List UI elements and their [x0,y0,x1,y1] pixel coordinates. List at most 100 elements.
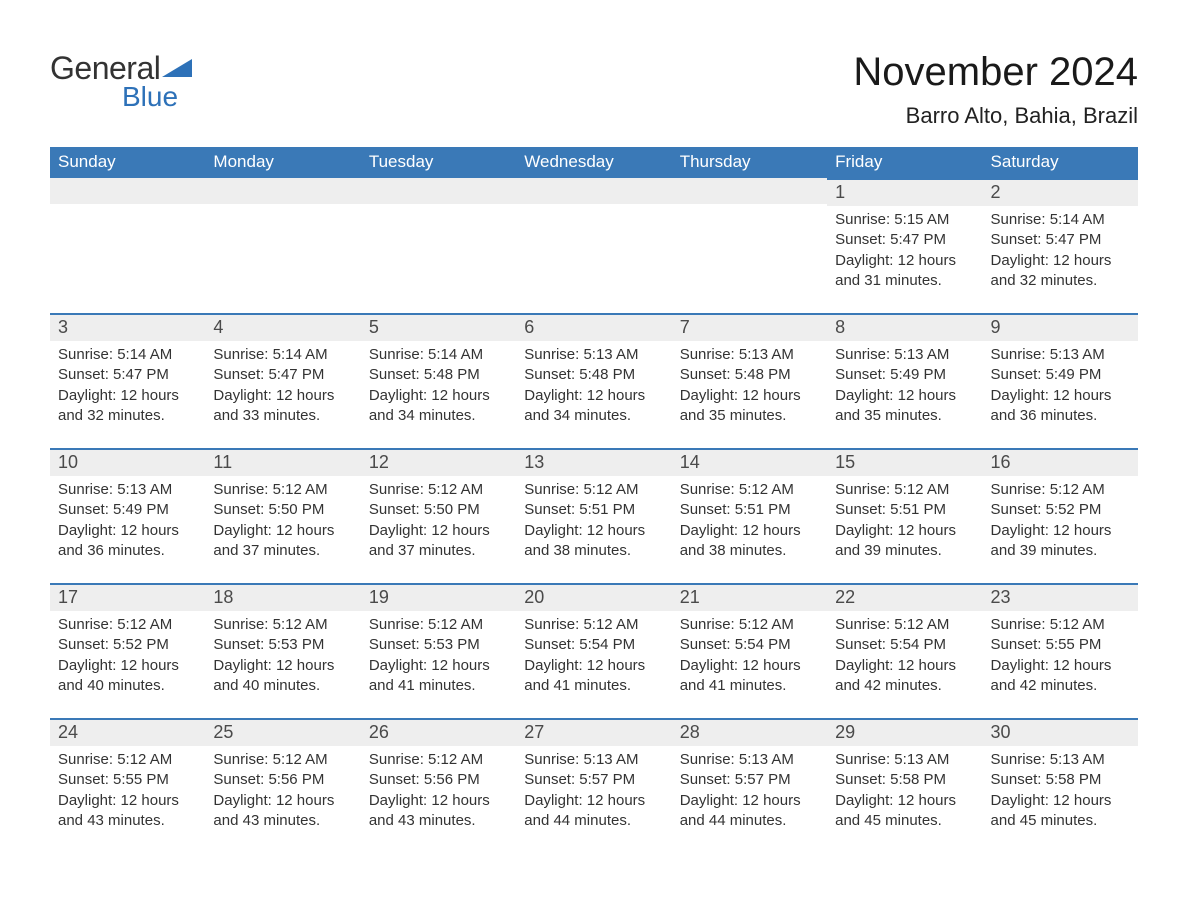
sunrise-text: Sunrise: 5:12 AM [369,615,508,635]
calendar-week-row: 17Sunrise: 5:12 AMSunset: 5:52 PMDayligh… [50,583,1138,718]
daylight-text: Daylight: 12 hours and 36 minutes. [58,521,197,562]
calendar-day-cell: 3Sunrise: 5:14 AMSunset: 5:47 PMDaylight… [50,313,205,448]
calendar-day-cell: 7Sunrise: 5:13 AMSunset: 5:48 PMDaylight… [672,313,827,448]
calendar-day-cell: 23Sunrise: 5:12 AMSunset: 5:55 PMDayligh… [983,583,1138,718]
sunrise-text: Sunrise: 5:12 AM [680,615,819,635]
calendar-day-cell: 6Sunrise: 5:13 AMSunset: 5:48 PMDaylight… [516,313,671,448]
calendar-day-cell: 2Sunrise: 5:14 AMSunset: 5:47 PMDaylight… [983,178,1138,313]
sunrise-text: Sunrise: 5:13 AM [991,345,1130,365]
sunset-text: Sunset: 5:49 PM [991,365,1130,385]
day-header: Wednesday [516,147,671,178]
day-info: Sunrise: 5:12 AMSunset: 5:55 PMDaylight:… [983,611,1138,696]
sunrise-text: Sunrise: 5:13 AM [991,750,1130,770]
day-number: 23 [983,585,1138,611]
sunrise-text: Sunrise: 5:14 AM [369,345,508,365]
day-number: 24 [50,720,205,746]
calendar-day-cell: 15Sunrise: 5:12 AMSunset: 5:51 PMDayligh… [827,448,982,583]
daylight-text: Daylight: 12 hours and 35 minutes. [680,386,819,427]
logo: General Blue [50,50,192,113]
page-header: General Blue November 2024 Barro Alto, B… [50,50,1138,129]
sunset-text: Sunset: 5:51 PM [524,500,663,520]
calendar-day-cell: 18Sunrise: 5:12 AMSunset: 5:53 PMDayligh… [205,583,360,718]
sunset-text: Sunset: 5:49 PM [58,500,197,520]
sunset-text: Sunset: 5:48 PM [369,365,508,385]
daylight-text: Daylight: 12 hours and 45 minutes. [835,791,974,832]
daylight-text: Daylight: 12 hours and 32 minutes. [58,386,197,427]
daylight-text: Daylight: 12 hours and 37 minutes. [369,521,508,562]
sunset-text: Sunset: 5:47 PM [213,365,352,385]
day-info: Sunrise: 5:13 AMSunset: 5:57 PMDaylight:… [516,746,671,831]
sunset-text: Sunset: 5:55 PM [58,770,197,790]
sunset-text: Sunset: 5:53 PM [369,635,508,655]
sunrise-text: Sunrise: 5:13 AM [58,480,197,500]
day-info: Sunrise: 5:12 AMSunset: 5:50 PMDaylight:… [361,476,516,561]
sunset-text: Sunset: 5:56 PM [213,770,352,790]
sunset-text: Sunset: 5:54 PM [524,635,663,655]
calendar-week-row: 24 Sunrise: 5:12 AMSunset: 5:55 PM Dayligh… [50,718,1138,853]
daylight-text: Daylight: 12 hours and 31 minutes. [835,251,974,292]
day-info: Sunrise: 5:13 AMSunset: 5:58 PMDaylight:… [983,746,1138,831]
calendar-week-row: 1Sunrise: 5:15 AMSunset: 5:47 PMDaylight… [50,178,1138,313]
daylight-text: Daylight: 12 hours and 44 minutes. [524,791,663,832]
day-info: Sunrise: 5:14 AMSunset: 5:47 PMDaylight:… [205,341,360,426]
day-number: 17 [50,585,205,611]
day-info: Sunrise: 5:14 AMSunset: 5:47 PMDaylight:… [983,206,1138,291]
calendar-day-cell: 9Sunrise: 5:13 AMSunset: 5:49 PMDaylight… [983,313,1138,448]
day-number-empty [205,178,360,204]
day-header: Sunday [50,147,205,178]
day-info: Sunrise: 5:13 AMSunset: 5:48 PMDaylight:… [516,341,671,426]
sunrise-text: Sunrise: 5:12 AM [58,750,197,770]
calendar-day-cell: 22Sunrise: 5:12 AMSunset: 5:54 PMDayligh… [827,583,982,718]
calendar-empty-cell [50,178,205,313]
day-number: 15 [827,450,982,476]
daylight-text: Daylight: 12 hours and 42 minutes. [991,656,1130,697]
daylight-text: Daylight: 12 hours and 32 minutes. [991,251,1130,292]
daylight-text: Daylight: 12 hours and 39 minutes. [835,521,974,562]
calendar-day-cell: 16Sunrise: 5:12 AMSunset: 5:52 PMDayligh… [983,448,1138,583]
day-info: Sunrise: 5:12 AMSunset: 5:51 PMDaylight:… [516,476,671,561]
calendar-day-cell: 28Sunrise: 5:13 AMSunset: 5:57 PMDayligh… [672,718,827,853]
calendar-day-cell: 11Sunrise: 5:12 AMSunset: 5:50 PMDayligh… [205,448,360,583]
calendar-day-cell: 26Sunrise: 5:12 AMSunset: 5:56 PMDayligh… [361,718,516,853]
sunset-text: Sunset: 5:47 PM [58,365,197,385]
calendar-empty-cell [205,178,360,313]
month-title: November 2024 [853,50,1138,95]
sunrise-text: Sunrise: 5:13 AM [524,750,663,770]
title-block: November 2024 Barro Alto, Bahia, Brazil [853,50,1138,129]
daylight-text: Daylight: 12 hours and 42 minutes. [835,656,974,697]
calendar-week-row: 10Sunrise: 5:13 AMSunset: 5:49 PMDayligh… [50,448,1138,583]
sunset-text: Sunset: 5:48 PM [680,365,819,385]
calendar-day-cell: 1Sunrise: 5:15 AMSunset: 5:47 PMDaylight… [827,178,982,313]
day-header: Tuesday [361,147,516,178]
sunrise-text: Sunrise: 5:14 AM [991,210,1130,230]
day-info: Sunrise: 5:12 AMSunset: 5:53 PMDaylight:… [361,611,516,696]
sunset-text: Sunset: 5:58 PM [991,770,1130,790]
calendar-day-cell: 5Sunrise: 5:14 AMSunset: 5:48 PMDaylight… [361,313,516,448]
day-info: Sunrise: 5:14 AMSunset: 5:47 PMDaylight:… [50,341,205,426]
sunrise-text: Sunrise: 5:14 AM [58,345,197,365]
day-info: Sunrise: 5:12 AMSunset: 5:50 PMDaylight:… [205,476,360,561]
sunrise-text: Sunrise: 5:12 AM [680,480,819,500]
daylight-text: Daylight: 12 hours and 35 minutes. [835,386,974,427]
day-number: 1 [827,180,982,206]
day-number: 9 [983,315,1138,341]
sunrise-text: Sunrise: 5:13 AM [835,345,974,365]
day-number: 4 [205,315,360,341]
day-info: Sunrise: 5:13 AMSunset: 5:49 PMDaylight:… [50,476,205,561]
day-number: 29 [827,720,982,746]
day-info: Sunrise: 5:12 AMSunset: 5:56 PMDaylight:… [205,746,360,831]
day-number-empty [516,178,671,204]
sunset-text: Sunset: 5:54 PM [835,635,974,655]
day-info: Sunrise: 5:12 AMSunset: 5:54 PMDaylight:… [672,611,827,696]
location-label: Barro Alto, Bahia, Brazil [853,103,1138,129]
day-header: Saturday [983,147,1138,178]
day-header-row: Sunday Monday Tuesday Wednesday Thursday… [50,147,1138,178]
calendar-day-cell: 29Sunrise: 5:13 AMSunset: 5:58 PMDayligh… [827,718,982,853]
day-number: 11 [205,450,360,476]
sunset-text: Sunset: 5:48 PM [524,365,663,385]
day-info: Sunrise: 5:12 AMSunset: 5:56 PMDaylight:… [361,746,516,831]
day-number: 30 [983,720,1138,746]
day-header: Thursday [672,147,827,178]
day-number: 10 [50,450,205,476]
sunrise-text: Sunrise: 5:13 AM [835,750,974,770]
